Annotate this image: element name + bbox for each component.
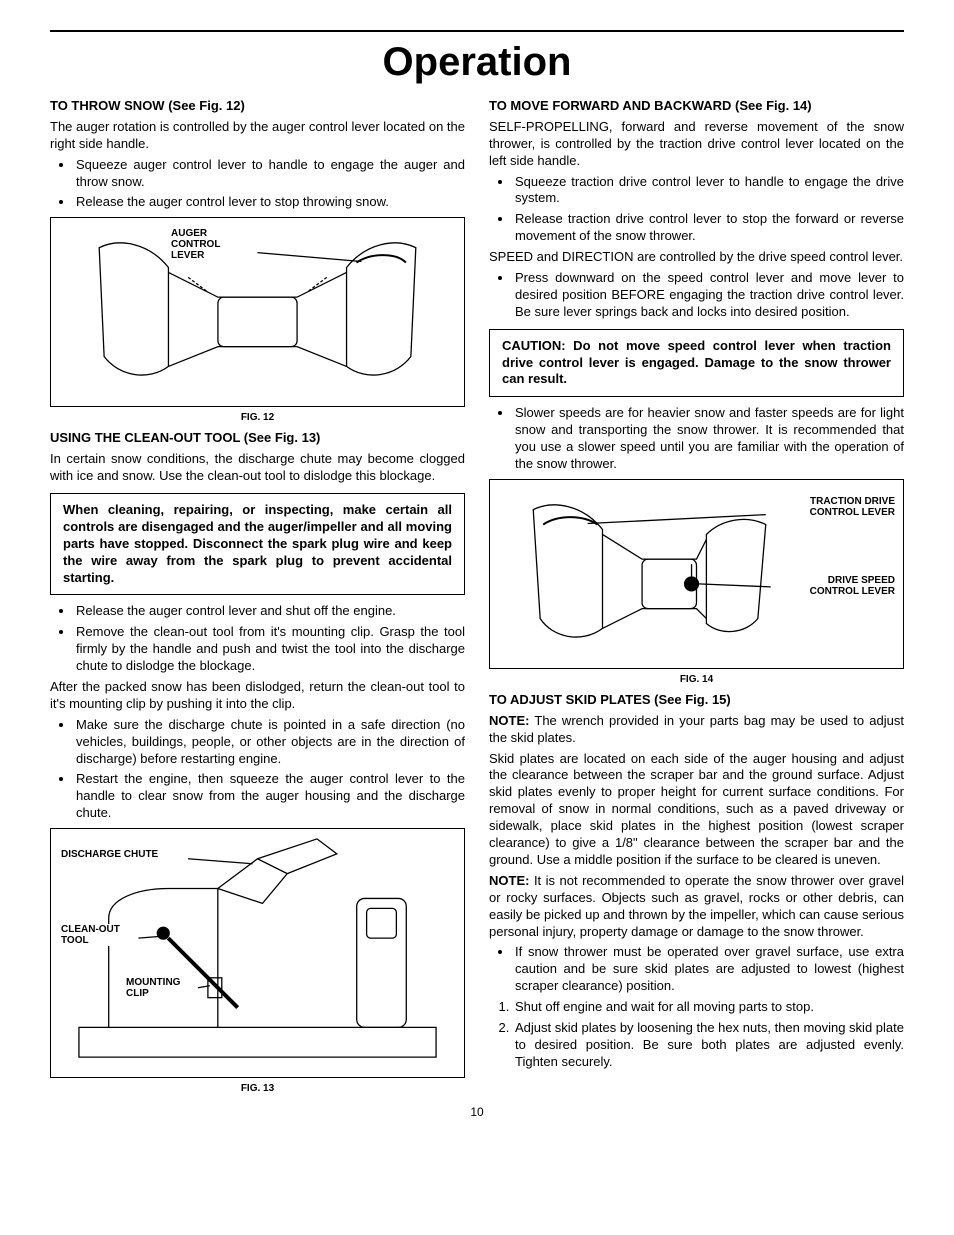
bullet-press-speed: Press downward on the speed control leve… — [513, 270, 904, 321]
step-shutoff: Shut off engine and wait for all moving … — [513, 999, 904, 1016]
list-skid-steps: Shut off engine and wait for all moving … — [513, 999, 904, 1071]
fig12-label-auger: AUGER CONTROL LEVER — [171, 228, 220, 261]
page-title: Operation — [50, 36, 904, 88]
figure-12: AUGER CONTROL LEVER — [50, 217, 465, 407]
step-adjust-skid: Adjust skid plates by loosening the hex … — [513, 1020, 904, 1071]
bullet-engage-drive: Squeeze traction drive control lever to … — [513, 174, 904, 208]
bullet-gravel-caution: If snow thrower must be operated over gr… — [513, 944, 904, 995]
fig12-svg — [51, 218, 464, 406]
fig13-svg — [51, 829, 464, 1077]
bullet-remove-tool: Remove the clean-out tool from it's moun… — [74, 624, 465, 675]
para-skid-desc: Skid plates are located on each side of … — [489, 751, 904, 869]
fig13-label-clip: MOUNTING CLIP — [126, 977, 180, 999]
bullet-squeeze-auger: Squeeze auger control lever to handle to… — [74, 157, 465, 191]
fig13-caption: FIG. 13 — [50, 1082, 465, 1095]
right-column: TO MOVE FORWARD AND BACKWARD (See Fig. 1… — [489, 94, 904, 1101]
bullet-release-drive: Release traction drive control lever to … — [513, 211, 904, 245]
para-speed-direction: SPEED and DIRECTION are controlled by th… — [489, 249, 904, 266]
list-drive: Squeeze traction drive control lever to … — [513, 174, 904, 246]
heading-throw-snow: TO THROW SNOW (See Fig. 12) — [50, 98, 465, 115]
bullet-release-auger: Release the auger control lever to stop … — [74, 194, 465, 211]
page-number: 10 — [50, 1105, 904, 1121]
list-speed-advice: Slower speeds are for heavier snow and f… — [513, 405, 904, 473]
caution-speed-lever: CAUTION: Do not move speed control lever… — [489, 329, 904, 398]
note-text-2: It is not recommended to operate the sno… — [489, 873, 904, 939]
bullet-restart-engine: Restart the engine, then squeeze the aug… — [74, 771, 465, 822]
para-cleanout-intro: In certain snow conditions, the discharg… — [50, 451, 465, 485]
bullet-slower-speeds: Slower speeds are for heavier snow and f… — [513, 405, 904, 473]
heading-skid-plates: TO ADJUST SKID PLATES (See Fig. 15) — [489, 692, 904, 709]
list-gravel: If snow thrower must be operated over gr… — [513, 944, 904, 995]
para-note-gravel: NOTE: It is not recommended to operate t… — [489, 873, 904, 941]
note-label-2: NOTE: — [489, 873, 529, 888]
list-cleanout-steps: Release the auger control lever and shut… — [74, 603, 465, 675]
fig14-label-speed: DRIVE SPEED CONTROL LEVER — [810, 575, 895, 597]
two-column-layout: TO THROW SNOW (See Fig. 12) The auger ro… — [50, 94, 904, 1101]
list-speed: Press downward on the speed control leve… — [513, 270, 904, 321]
fig14-label-traction: TRACTION DRIVE CONTROL LEVER — [810, 496, 895, 518]
list-restart-steps: Make sure the discharge chute is pointed… — [74, 717, 465, 822]
para-return-tool: After the packed snow has been dislodged… — [50, 679, 465, 713]
para-self-propel: SELF-PROPELLING, forward and reverse mov… — [489, 119, 904, 170]
heading-move: TO MOVE FORWARD AND BACKWARD (See Fig. 1… — [489, 98, 904, 115]
top-rule — [50, 30, 904, 32]
figure-13: DISCHARGE CHUTE CLEAN-OUT TOOL MOUNTING … — [50, 828, 465, 1078]
list-throw-snow: Squeeze auger control lever to handle to… — [74, 157, 465, 212]
fig13-label-chute: DISCHARGE CHUTE — [61, 849, 158, 860]
bullet-release-shutoff: Release the auger control lever and shut… — [74, 603, 465, 620]
para-auger-intro: The auger rotation is controlled by the … — [50, 119, 465, 153]
para-note-wrench: NOTE: The wrench provided in your parts … — [489, 713, 904, 747]
left-column: TO THROW SNOW (See Fig. 12) The auger ro… — [50, 94, 465, 1101]
warning-cleanout: When cleaning, repairing, or inspecting,… — [50, 493, 465, 595]
note-text-1: The wrench provided in your parts bag ma… — [489, 713, 904, 745]
bullet-safe-direction: Make sure the discharge chute is pointed… — [74, 717, 465, 768]
fig12-caption: FIG. 12 — [50, 411, 465, 424]
note-label-1: NOTE: — [489, 713, 529, 728]
figure-14: TRACTION DRIVE CONTROL LEVER DRIVE SPEED… — [489, 479, 904, 669]
heading-cleanout: USING THE CLEAN-OUT TOOL (See Fig. 13) — [50, 430, 465, 447]
fig13-label-tool: CLEAN-OUT TOOL — [61, 924, 120, 946]
fig14-caption: FIG. 14 — [489, 673, 904, 686]
